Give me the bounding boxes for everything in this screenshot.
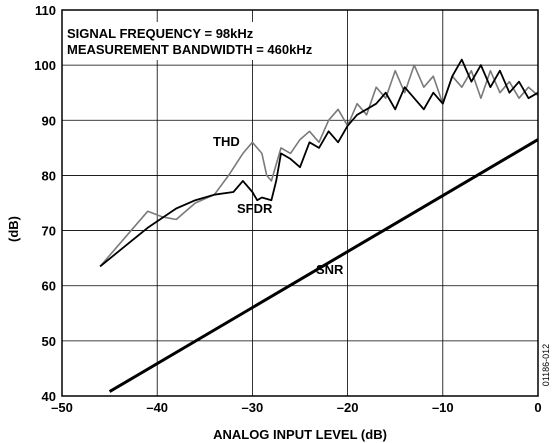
- series-label-sfdr: SFDR: [237, 201, 273, 216]
- plot-frame: [61, 9, 539, 397]
- series-line-thd: [99, 64, 539, 267]
- x-tick-label: –40: [146, 400, 168, 415]
- tick-labels: –50 –40 –30 –20 –10 0 40 50 60 70 80 90 100 110: [34, 3, 541, 415]
- y-tick-label: 80: [42, 168, 56, 183]
- annotation-measurement-bandwidth: MEASUREMENT BANDWIDTH = 460kHz: [67, 42, 313, 57]
- y-tick-label: 70: [42, 224, 56, 239]
- x-tick-label: –50: [51, 400, 73, 415]
- x-tick-label: –20: [337, 400, 359, 415]
- y-axis-title: (dB): [6, 216, 21, 242]
- figure-code: 01186-012: [541, 344, 551, 386]
- y-tick-label: 40: [42, 389, 56, 404]
- x-tick-label: –30: [242, 400, 264, 415]
- series-line-snr: [108, 138, 539, 393]
- annotation-background: [64, 22, 296, 60]
- y-tick-label: 110: [35, 3, 56, 18]
- series-label-thd: THD: [213, 134, 240, 149]
- y-tick-label: 100: [34, 58, 56, 73]
- x-tick-label: –10: [432, 400, 454, 415]
- x-tick-label: 0: [534, 400, 541, 415]
- series-line-sfdr: [99, 58, 539, 268]
- y-tick-label: 50: [42, 334, 56, 349]
- y-tick-label: 90: [42, 113, 56, 128]
- y-tick-label: 60: [42, 279, 56, 294]
- grid: [62, 10, 538, 396]
- annotation-signal-frequency: SIGNAL FREQUENCY = 98kHz: [67, 26, 254, 41]
- x-axis-title: ANALOG INPUT LEVEL (dB): [213, 427, 387, 442]
- series-label-snr: SNR: [316, 262, 344, 277]
- series-lines: [99, 58, 539, 393]
